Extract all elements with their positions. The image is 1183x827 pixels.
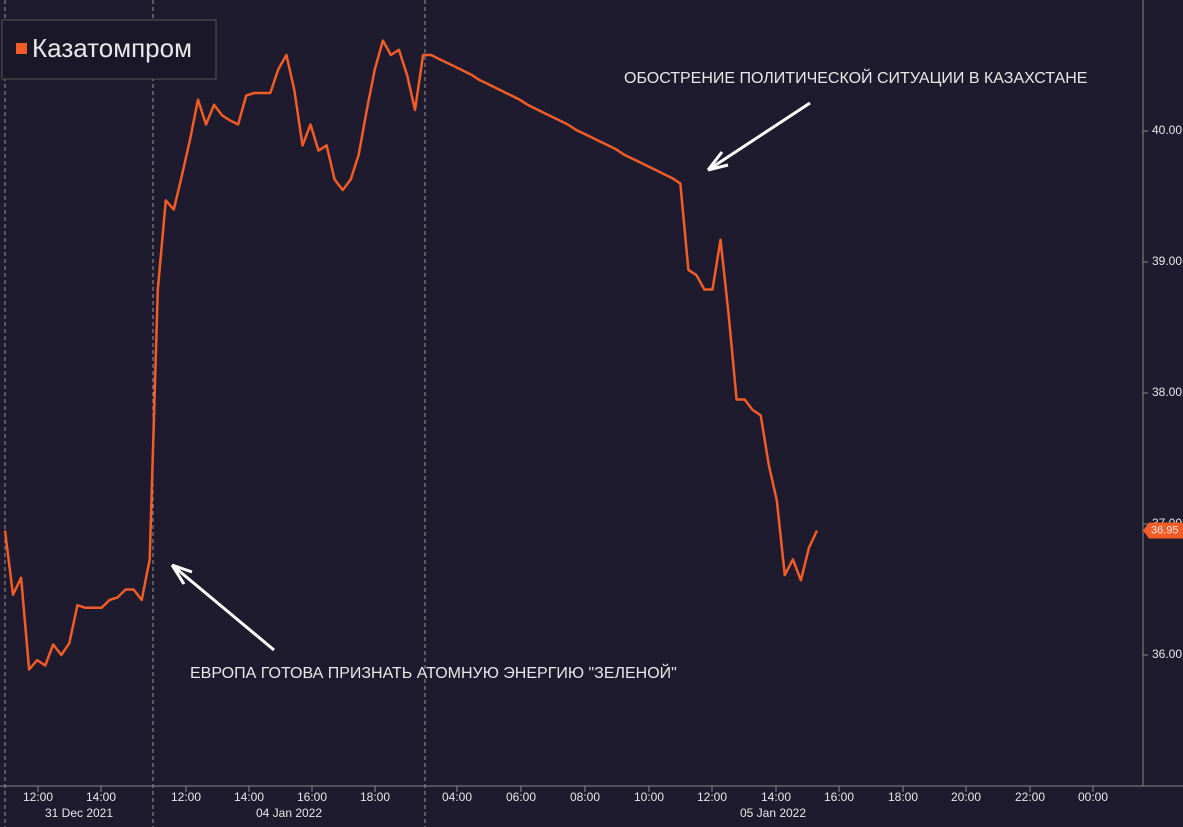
legend-label: Казатомпром xyxy=(32,33,192,63)
x-date-label: 05 Jan 2022 xyxy=(740,806,806,820)
x-tick-label: 06:00 xyxy=(506,790,536,804)
annotation: ОБОСТРЕНИЕ ПОЛИТИЧЕСКОЙ СИТУАЦИИ В КАЗАХ… xyxy=(624,68,1087,87)
legend: Казатомпром xyxy=(1,19,217,80)
legend-box xyxy=(1,19,217,80)
arrows xyxy=(170,101,811,652)
x-tick-label: 16:00 xyxy=(824,790,854,804)
x-tick-label: 12:00 xyxy=(171,790,201,804)
x-tick-label: 08:00 xyxy=(570,790,600,804)
x-tick-label: 22:00 xyxy=(1015,790,1045,804)
x-tick-label: 04:00 xyxy=(442,790,472,804)
x-tick-label: 12:00 xyxy=(697,790,727,804)
x-tick-label: 18:00 xyxy=(360,790,390,804)
annotation: ЕВРОПА ГОТОВА ПРИЗНАТЬ АТОМНУЮ ЭНЕРГИЮ "… xyxy=(190,663,677,682)
x-tick-label: 14:00 xyxy=(86,790,116,804)
arrow xyxy=(706,101,811,172)
x-tick-label: 16:00 xyxy=(297,790,327,804)
x-date-label: 04 Jan 2022 xyxy=(256,806,322,820)
y-tick-label: 40.00 xyxy=(1152,123,1182,137)
y-tick-label: 38.00 xyxy=(1152,385,1182,399)
y-tick-label: 36.00 xyxy=(1152,647,1182,661)
y-tick-label: 39.00 xyxy=(1152,254,1182,268)
last-value-label: 36.95 xyxy=(1151,524,1179,536)
x-tick-label: 20:00 xyxy=(951,790,981,804)
x-tick-label: 12:00 xyxy=(23,790,53,804)
x-tick-label: 14:00 xyxy=(234,790,264,804)
x-date-label: 31 Dec 2021 xyxy=(45,806,113,820)
arrow xyxy=(170,563,275,652)
x-tick-label: 18:00 xyxy=(888,790,918,804)
x-tick-label: 00:00 xyxy=(1078,790,1108,804)
legend-swatch xyxy=(16,43,27,54)
x-tick-label: 14:00 xyxy=(761,790,791,804)
x-tick-label: 10:00 xyxy=(634,790,664,804)
line xyxy=(3,39,819,671)
last-value-tag xyxy=(1143,522,1183,539)
